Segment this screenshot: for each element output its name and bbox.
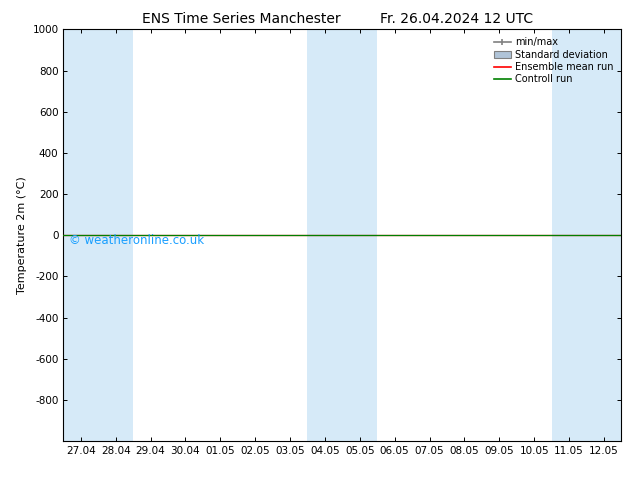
Text: ENS Time Series Manchester: ENS Time Series Manchester [141, 12, 340, 26]
Bar [342, 29, 377, 441]
Bar [552, 29, 586, 441]
Bar [307, 29, 342, 441]
Y-axis label: Temperature 2m (°C): Temperature 2m (°C) [17, 176, 27, 294]
Legend: min/max, Standard deviation, Ensemble mean run, Controll run: min/max, Standard deviation, Ensemble me… [491, 34, 616, 87]
Text: Fr. 26.04.2024 12 UTC: Fr. 26.04.2024 12 UTC [380, 12, 533, 26]
Text: © weatheronline.co.uk: © weatheronline.co.uk [69, 234, 204, 247]
Bar [63, 29, 98, 441]
Bar [586, 29, 621, 441]
Bar [98, 29, 133, 441]
